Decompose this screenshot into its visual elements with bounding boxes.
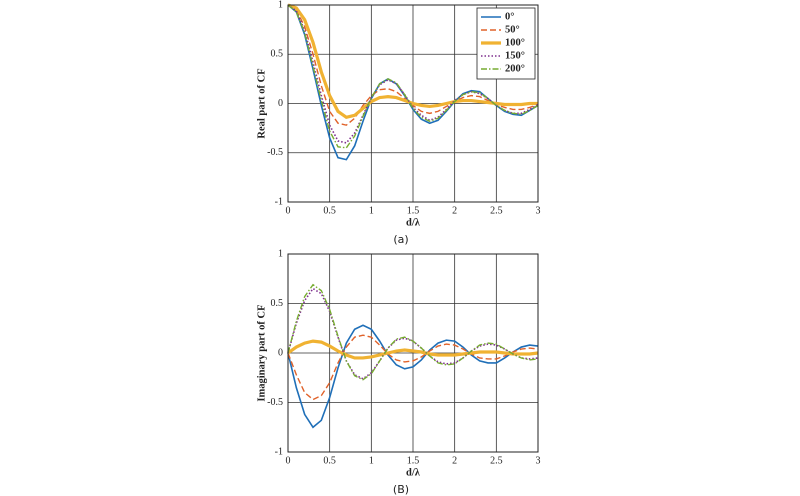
- caption: (B): [393, 483, 409, 496]
- y-tick-label: -0.5: [267, 397, 283, 408]
- legend-label: 0°: [505, 11, 514, 22]
- x-tick-label: 3: [536, 205, 541, 216]
- series-line: [287, 4, 539, 149]
- y-tick-label: 1: [278, 0, 283, 10]
- x-axis-label: d/λ: [406, 217, 421, 228]
- x-tick-label: 1: [369, 205, 374, 216]
- x-tick-label: 2.5: [490, 205, 503, 216]
- x-tick-label: 1.5: [407, 455, 420, 466]
- y-tick-label: 0.5: [271, 298, 284, 309]
- series-line: [287, 334, 539, 401]
- x-tick-label: 3: [536, 455, 541, 466]
- caption: (a): [393, 233, 408, 246]
- series-line: [287, 3, 538, 120]
- series-line: [287, 339, 539, 360]
- x-axis-label: d/λ: [406, 467, 421, 478]
- series-line: [287, 4, 539, 161]
- x-tick-label: 0.5: [323, 205, 336, 216]
- y-tick-label: 0: [278, 98, 283, 109]
- y-axis-label: Real part of CF: [256, 68, 267, 138]
- x-tick-label: 2: [452, 205, 457, 216]
- y-tick-label: -0.5: [267, 147, 283, 158]
- y-tick-label: 0: [278, 347, 283, 358]
- y-tick-label: -1: [275, 196, 283, 207]
- x-tick-label: 2: [452, 455, 457, 466]
- y-axis-label: Imaginary part of CF: [256, 304, 267, 401]
- legend-label: 100°: [505, 37, 525, 48]
- x-tick-label: 2.5: [490, 455, 503, 466]
- x-tick-label: 0: [286, 205, 291, 216]
- plot-frame: [287, 253, 539, 453]
- y-tick-label: 1: [278, 248, 283, 259]
- x-tick-label: 1: [369, 455, 374, 466]
- plot-frame: [287, 4, 539, 203]
- series-line: [287, 283, 539, 381]
- legend-label: 150°: [505, 50, 525, 61]
- x-tick-label: 0.5: [323, 455, 336, 466]
- series-line: [287, 324, 539, 429]
- y-tick-label: -1: [275, 446, 283, 457]
- legend-label: 200°: [505, 63, 525, 74]
- y-tick-label: 0.5: [271, 49, 284, 60]
- legend-label: 50°: [505, 24, 520, 35]
- x-tick-label: 1.5: [407, 205, 420, 216]
- x-tick-label: 0: [286, 455, 291, 466]
